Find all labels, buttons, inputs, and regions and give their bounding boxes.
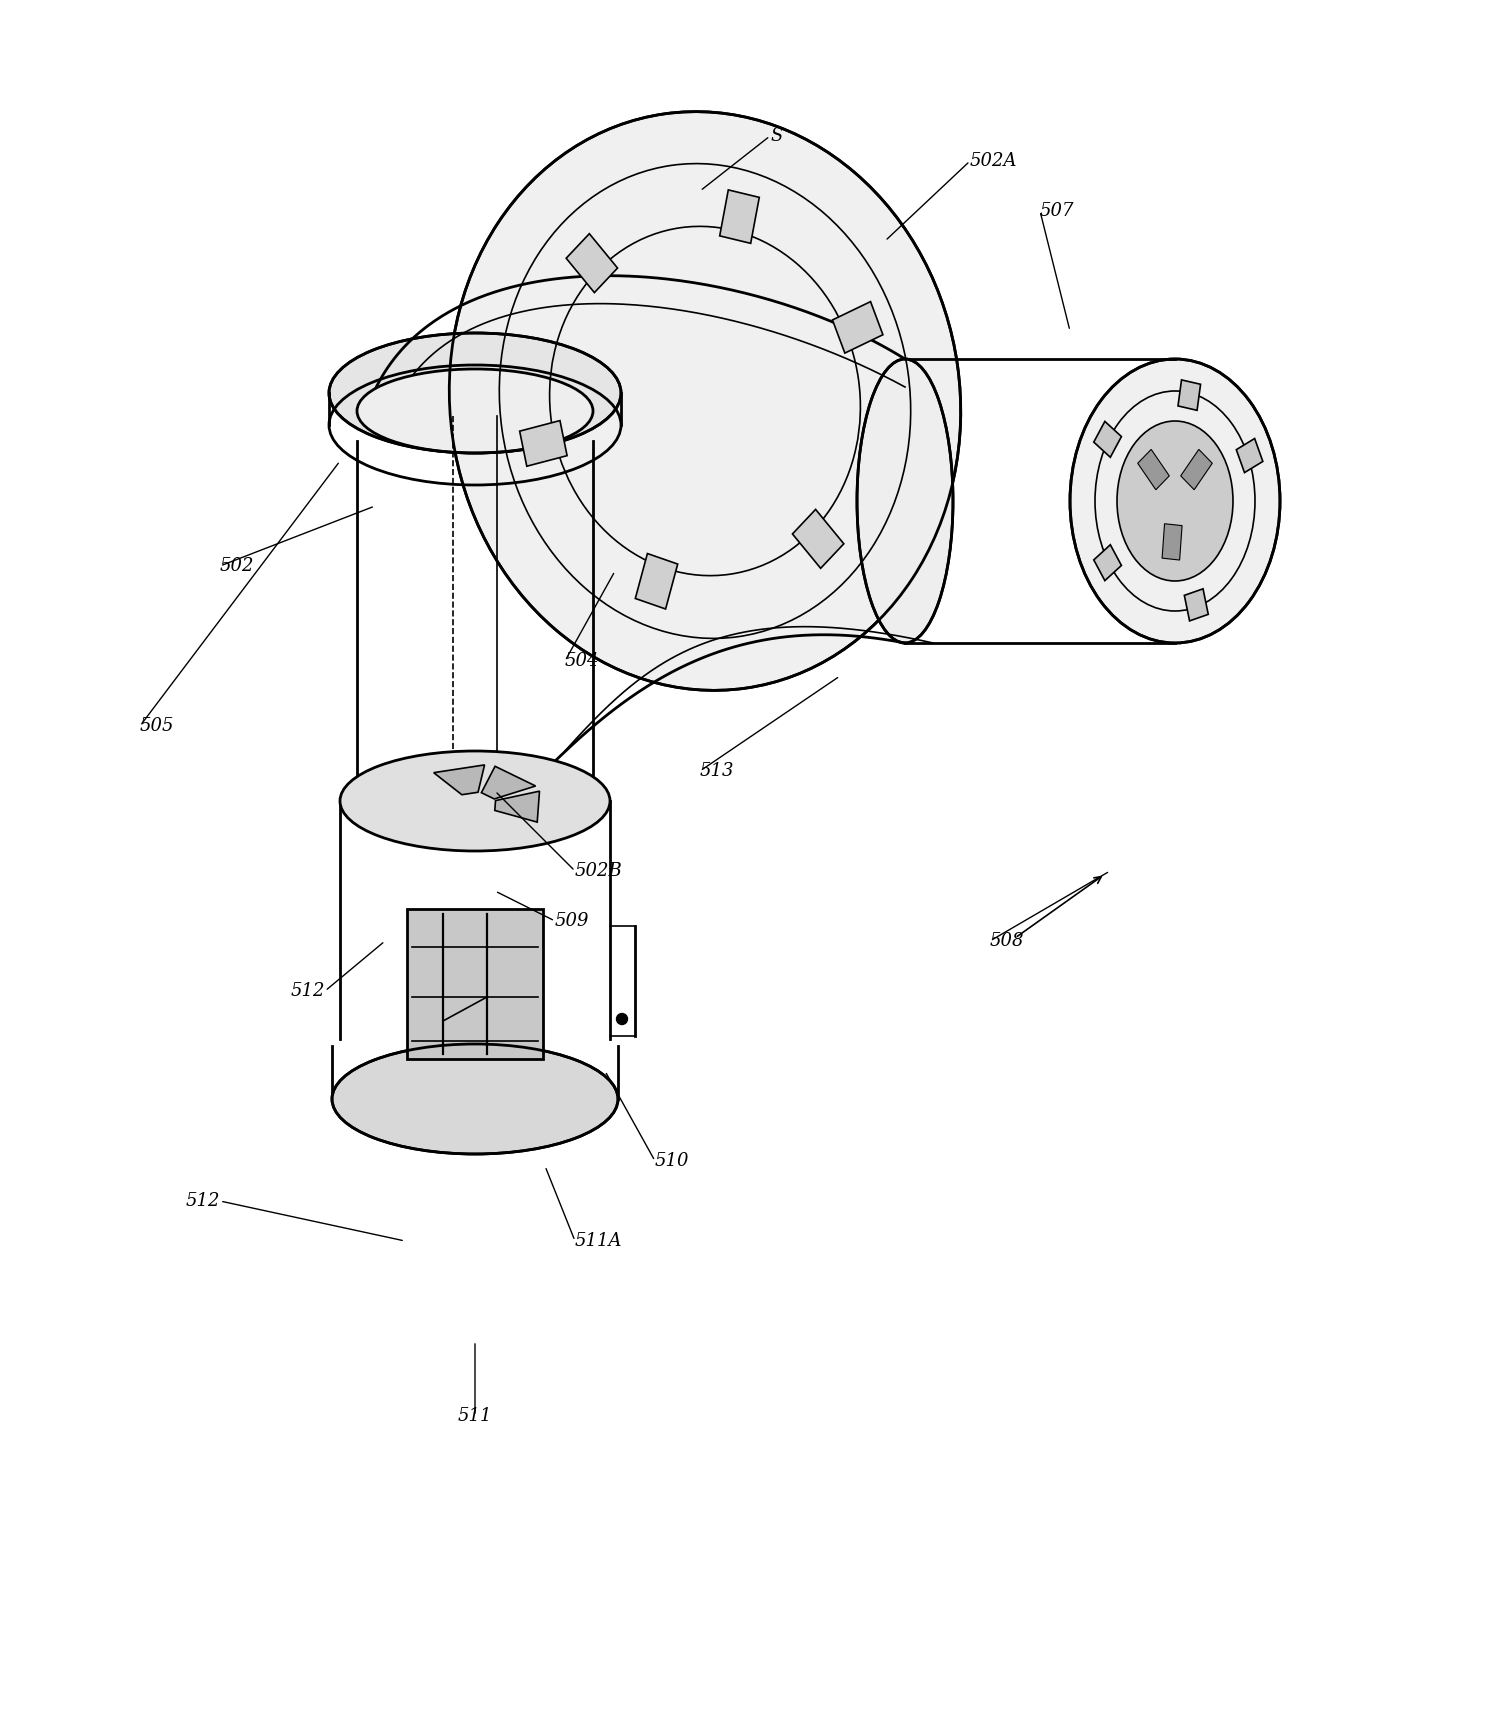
Ellipse shape bbox=[340, 752, 611, 851]
Text: 511: 511 bbox=[458, 1407, 493, 1424]
Polygon shape bbox=[408, 909, 543, 1059]
Polygon shape bbox=[1178, 379, 1200, 410]
Polygon shape bbox=[1094, 422, 1121, 456]
Ellipse shape bbox=[1070, 359, 1280, 644]
Ellipse shape bbox=[449, 112, 960, 690]
Text: 511A: 511A bbox=[575, 1232, 623, 1249]
Text: 502B: 502B bbox=[575, 861, 623, 880]
Ellipse shape bbox=[1117, 420, 1233, 582]
Polygon shape bbox=[1184, 589, 1208, 621]
Polygon shape bbox=[520, 420, 567, 467]
Text: 512: 512 bbox=[291, 982, 325, 1000]
Circle shape bbox=[617, 1014, 627, 1024]
Text: 502A: 502A bbox=[970, 153, 1018, 170]
Text: 505: 505 bbox=[140, 717, 175, 734]
Polygon shape bbox=[494, 791, 539, 822]
Ellipse shape bbox=[357, 369, 593, 453]
Ellipse shape bbox=[328, 333, 621, 453]
Polygon shape bbox=[1138, 450, 1169, 489]
Text: 512: 512 bbox=[185, 1193, 219, 1210]
Polygon shape bbox=[1181, 450, 1212, 489]
Polygon shape bbox=[1236, 439, 1263, 472]
Polygon shape bbox=[1094, 544, 1121, 580]
Polygon shape bbox=[636, 554, 678, 609]
Polygon shape bbox=[481, 767, 536, 800]
Polygon shape bbox=[1162, 523, 1182, 559]
Polygon shape bbox=[793, 510, 844, 568]
Text: 507: 507 bbox=[1041, 202, 1075, 220]
Text: 510: 510 bbox=[655, 1151, 690, 1170]
Text: 502: 502 bbox=[219, 558, 254, 575]
Text: S: S bbox=[770, 127, 782, 144]
Text: 508: 508 bbox=[990, 932, 1024, 951]
Polygon shape bbox=[833, 302, 882, 353]
Ellipse shape bbox=[857, 359, 953, 644]
Polygon shape bbox=[720, 190, 760, 244]
Text: 504: 504 bbox=[564, 652, 600, 669]
Polygon shape bbox=[433, 765, 485, 795]
Text: 513: 513 bbox=[700, 762, 735, 781]
Polygon shape bbox=[566, 233, 618, 293]
Ellipse shape bbox=[331, 1043, 618, 1153]
Text: 509: 509 bbox=[555, 911, 590, 930]
Ellipse shape bbox=[357, 758, 593, 843]
